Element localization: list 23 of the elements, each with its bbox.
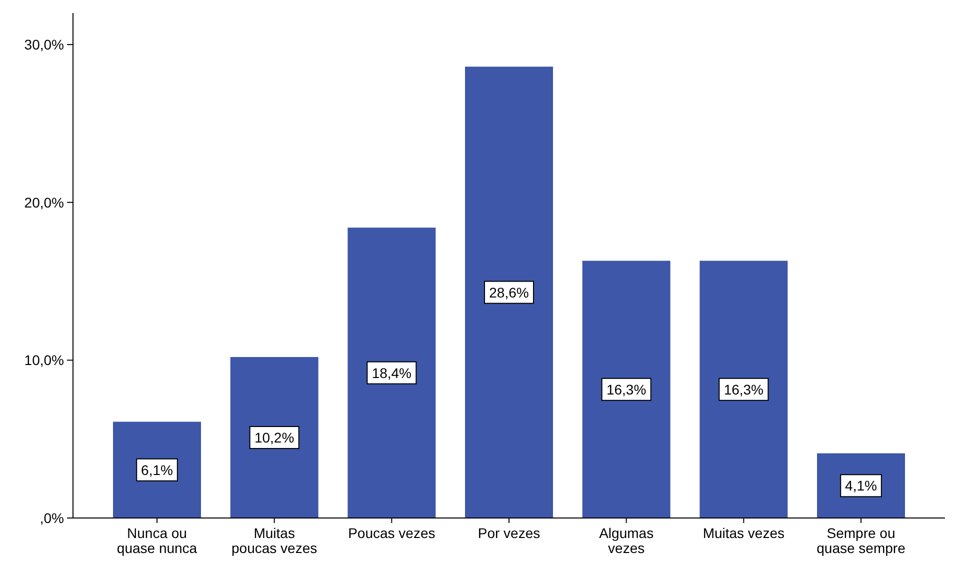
bar	[700, 260, 788, 518]
data-label: 10,2%	[254, 430, 294, 446]
data-label: 18,4%	[372, 364, 412, 381]
y-tick-label: 30,0%	[24, 36, 64, 53]
bar	[465, 66, 553, 518]
bar	[230, 357, 318, 518]
x-tick-label: Nunca ou quase nunca	[116, 525, 198, 556]
data-label: 6,1%	[141, 462, 173, 478]
bar	[348, 228, 436, 518]
x-tick-label: Algumas vezes	[599, 525, 654, 556]
x-tick-label: Muitas poucas vezes	[232, 525, 318, 556]
y-tick-label: 10,0%	[24, 352, 64, 368]
data-label: 4,1%	[845, 478, 877, 494]
data-label: 16,3%	[724, 381, 764, 398]
x-tick-label: Poucas vezes	[348, 525, 436, 541]
x-tick-label: Sempre ou quase sempre	[816, 525, 906, 556]
data-label: 16,3%	[606, 381, 646, 398]
x-tick-label: Muitas vezes	[702, 525, 785, 541]
y-tick-label: ,0%	[40, 510, 64, 526]
y-tick-label: 20,0%	[24, 194, 64, 210]
data-label: 28,6%	[489, 284, 529, 300]
bar	[582, 260, 670, 518]
x-tick-label: Por vezes	[478, 525, 540, 541]
